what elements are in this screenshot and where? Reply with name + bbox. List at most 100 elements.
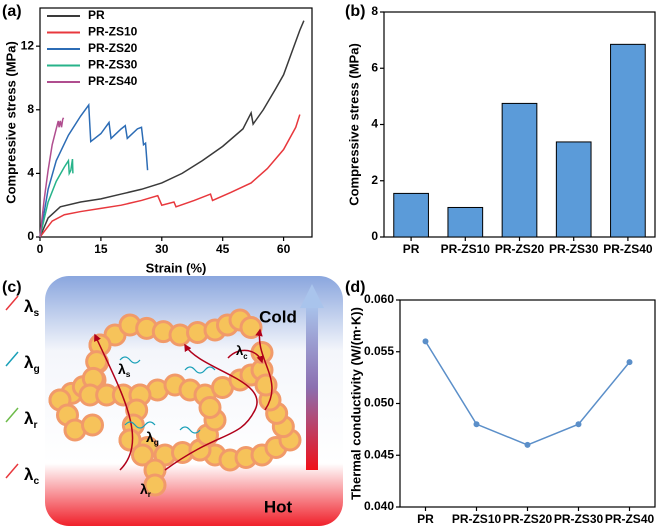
x-tick-label: PR-ZS40 bbox=[605, 512, 655, 526]
mechanism-label: λs bbox=[118, 361, 131, 380]
symbol: λ bbox=[236, 343, 244, 358]
particle bbox=[118, 428, 142, 452]
mechanism-label: λc bbox=[236, 343, 248, 361]
mechanism-label: λg bbox=[146, 429, 159, 448]
data-line bbox=[39, 114, 301, 238]
y-tick-label: 0 bbox=[371, 229, 378, 243]
subscript: g bbox=[33, 364, 39, 375]
plot-frame bbox=[399, 299, 656, 508]
y-tick-label: 4 bbox=[27, 166, 34, 180]
x-tick-label: PR-ZS10 bbox=[452, 512, 502, 526]
data-line bbox=[424, 341, 631, 446]
legend-label: PR-ZS10 bbox=[88, 25, 138, 39]
legend-label: PR-ZS20 bbox=[88, 41, 138, 55]
y-tick-label: 0.060 bbox=[364, 292, 394, 306]
y-axis-title: Compressive stress (MPa) bbox=[3, 41, 18, 204]
legend-label: PR bbox=[88, 8, 105, 22]
subscript: s bbox=[33, 308, 39, 319]
data-line bbox=[39, 102, 149, 238]
symbol: λ bbox=[24, 465, 34, 484]
x-tick-label: PR-ZS30 bbox=[554, 512, 604, 526]
subscript: r bbox=[33, 420, 37, 431]
data-point bbox=[473, 421, 480, 428]
y-tick-label: 8 bbox=[371, 4, 378, 18]
y-tick-label: 0.040 bbox=[364, 499, 394, 513]
data-line bbox=[39, 20, 305, 238]
data-point bbox=[422, 338, 429, 345]
bar bbox=[447, 206, 484, 238]
legend-arrow bbox=[5, 463, 19, 479]
legend-arrow bbox=[5, 295, 19, 311]
y-tick-label: 8 bbox=[27, 102, 34, 116]
x-tick-label: 15 bbox=[94, 242, 108, 256]
x-tick-label: PR-ZS20 bbox=[503, 512, 553, 526]
temperature-arrow bbox=[300, 284, 324, 308]
y-tick-label: 12 bbox=[21, 38, 35, 52]
subscript: r bbox=[148, 489, 152, 499]
y-axis-title: Thermal conductivity (W/(m·K)) bbox=[348, 307, 363, 500]
particle bbox=[198, 396, 222, 419]
y-tick-label: 0.055 bbox=[364, 344, 394, 358]
y-tick-label: 0.045 bbox=[364, 447, 394, 461]
symbol: λ bbox=[140, 481, 148, 497]
particle bbox=[131, 443, 154, 467]
data-point bbox=[626, 359, 633, 366]
y-tick-label: 4 bbox=[371, 117, 378, 131]
x-tick-label: PR-ZS10 bbox=[441, 242, 491, 256]
subscript: c bbox=[33, 476, 39, 487]
temperature-bar bbox=[306, 305, 318, 470]
particle bbox=[239, 316, 263, 339]
bar bbox=[555, 141, 592, 238]
symbol: λ bbox=[24, 297, 34, 316]
gas-squiggle bbox=[179, 426, 201, 434]
x-tick-label: 30 bbox=[155, 242, 169, 256]
panel-label: (a) bbox=[2, 3, 22, 20]
subscript: s bbox=[126, 369, 131, 379]
phonon-arrow bbox=[255, 328, 273, 411]
x-tick-label: PR bbox=[417, 512, 434, 526]
bar bbox=[393, 192, 429, 238]
hot-label: Hot bbox=[264, 497, 293, 516]
particle bbox=[81, 413, 104, 437]
legend-arrow bbox=[5, 407, 19, 423]
phonon-arrow bbox=[164, 343, 258, 471]
plot-frame bbox=[39, 7, 313, 238]
x-tick-label: 0 bbox=[37, 242, 44, 256]
subscript: c bbox=[243, 352, 248, 361]
phonon-arrow bbox=[94, 333, 134, 471]
x-tick-label: PR-ZS30 bbox=[549, 242, 599, 256]
data-line bbox=[39, 158, 74, 238]
y-tick-label: 0 bbox=[27, 229, 34, 243]
phonon-arrow bbox=[227, 349, 264, 364]
panel-label: (b) bbox=[345, 3, 365, 20]
panel-label: (c) bbox=[2, 279, 22, 296]
x-tick-label: 45 bbox=[216, 242, 230, 256]
legend-symbol: λs bbox=[24, 297, 39, 318]
bar bbox=[610, 43, 646, 238]
x-axis-title: Strain (%) bbox=[146, 260, 207, 275]
gas-squiggle bbox=[184, 366, 216, 374]
x-tick-label: PR bbox=[403, 242, 420, 256]
data-point bbox=[575, 421, 582, 428]
x-tick-label: PR-ZS40 bbox=[603, 242, 653, 256]
symbol: λ bbox=[24, 409, 34, 428]
symbol: λ bbox=[146, 429, 154, 445]
legend-label: PR-ZS30 bbox=[88, 58, 138, 72]
y-tick-label: 2 bbox=[371, 173, 378, 187]
gas-squiggle bbox=[124, 421, 156, 429]
particle-chain bbox=[48, 308, 302, 497]
particle bbox=[254, 373, 278, 397]
x-tick-label: PR-ZS20 bbox=[495, 242, 545, 256]
data-point bbox=[524, 441, 531, 448]
legend-arrow bbox=[5, 351, 19, 367]
symbol: λ bbox=[118, 361, 126, 377]
particle bbox=[143, 473, 167, 497]
data-line bbox=[39, 117, 65, 238]
subscript: g bbox=[154, 437, 159, 447]
y-tick-label: 6 bbox=[371, 60, 378, 74]
y-tick-label: 0.050 bbox=[364, 396, 394, 410]
legend-label: PR-ZS40 bbox=[88, 74, 138, 88]
bar bbox=[501, 102, 538, 238]
legend-symbol: λg bbox=[24, 353, 40, 374]
